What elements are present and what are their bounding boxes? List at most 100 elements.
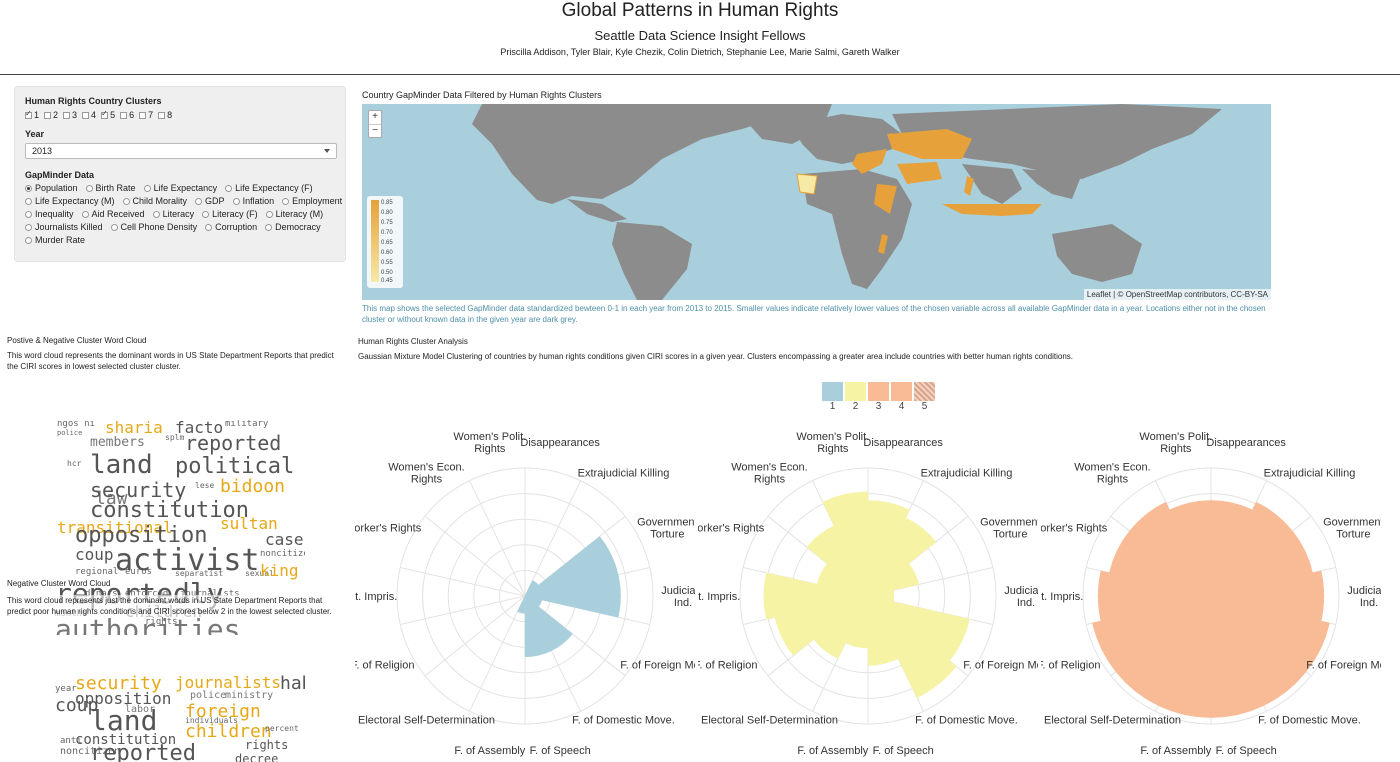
checkbox-label: 6 (129, 110, 135, 120)
cluster-legend-item[interactable]: 3 (868, 382, 889, 412)
radar-wedge[interactable] (867, 517, 937, 597)
radio-circle[interactable] (202, 210, 210, 218)
map-caption: This map shows the selected GapMinder da… (362, 304, 1266, 324)
zoom-in-button[interactable]: + (372, 111, 378, 122)
radar-wedge[interactable] (1129, 501, 1212, 597)
radar-wedge[interactable] (822, 491, 869, 597)
page-subtitle: Seattle Data Science Insight Fellows (594, 28, 806, 43)
gapminder-option[interactable]: Inequality (25, 209, 74, 219)
cluster-legend-item[interactable]: 2 (845, 382, 866, 412)
radar-wedge[interactable] (763, 572, 869, 620)
land-masses (472, 104, 1222, 300)
gapminder-option[interactable]: Literacy (152, 209, 194, 219)
cloud-word: facto (175, 420, 224, 437)
radio-circle[interactable] (195, 197, 203, 205)
positive-cloud-desc: This word cloud represents the dominant … (7, 351, 334, 371)
radar-axis-label: Women's Econ. Rights (1074, 461, 1150, 485)
radar-axis-label: Disappearances (1206, 437, 1286, 449)
legend-value: 0.80 (381, 210, 393, 216)
world-map[interactable]: + − 0.85 0.80 0.75 0.70 0.65 0.60 0.55 0… (362, 104, 1271, 300)
radio-circle[interactable] (25, 210, 32, 218)
cluster-checkbox-3[interactable]: 3 (63, 110, 77, 120)
cluster-checkbox-4[interactable]: 4 (82, 110, 96, 120)
checkbox-box[interactable] (44, 111, 52, 119)
checkbox-box[interactable] (63, 111, 71, 119)
cluster-checkbox-7[interactable]: 7 (139, 110, 153, 120)
cluster-swatch (868, 382, 889, 401)
radio-circle[interactable] (81, 210, 89, 218)
radar-spoke (424, 595, 526, 677)
radar-wedge[interactable] (867, 595, 957, 699)
radar-wedge[interactable] (1169, 500, 1212, 597)
checkbox-box[interactable] (120, 111, 128, 119)
cluster-legend-item[interactable]: 1 (822, 382, 843, 412)
radar-wedge[interactable] (524, 595, 552, 658)
cluster-legend: 1 2 3 4 5 (822, 382, 935, 412)
radio-circle[interactable] (25, 223, 32, 231)
gapminder-option[interactable]: Birth Rate (85, 183, 136, 193)
radar-wedge[interactable] (1097, 570, 1212, 622)
gapminder-option[interactable]: Population (25, 183, 78, 193)
gapminder-option[interactable]: Cell Phone Density (110, 222, 197, 232)
gapminder-option[interactable]: Murder Rate (25, 235, 85, 245)
page-header: Global Patterns in Human Rights Seattle … (0, 0, 1400, 74)
gapminder-option[interactable]: Journalists Killed (25, 222, 103, 232)
radar-axis-label: F. of Assembly (454, 745, 525, 757)
radio-circle[interactable] (152, 210, 160, 218)
radio-circle[interactable] (85, 184, 93, 192)
radio-circle[interactable] (282, 197, 290, 205)
radio-circle[interactable] (122, 197, 130, 205)
cloud-word: habele (280, 675, 305, 694)
checkbox-label: 8 (167, 110, 173, 120)
gapminder-option[interactable]: Inflation (232, 196, 274, 206)
radar-wedge[interactable] (1092, 595, 1212, 673)
gapminder-option[interactable]: Employment (282, 196, 342, 206)
gapminder-option[interactable]: Democracy (265, 222, 321, 232)
cluster-legend-item[interactable]: 4 (891, 382, 912, 412)
negative-cloud-desc: This word cloud represents just the domi… (7, 595, 342, 617)
cluster-checkbox-8[interactable]: 8 (158, 110, 172, 120)
gapminder-option[interactable]: Corruption (205, 222, 257, 232)
cloud-word: authorities (55, 613, 241, 636)
gapminder-option[interactable]: Aid Received (81, 209, 145, 219)
gapminder-option[interactable]: GDP (195, 196, 225, 206)
gapminder-option[interactable]: Literacy (F) (202, 209, 258, 219)
zoom-out-button[interactable]: − (369, 124, 381, 137)
gapminder-option[interactable]: Life Expectancy (M) (25, 196, 115, 206)
year-select[interactable]: 2013 (25, 143, 337, 159)
radio-circle[interactable] (25, 184, 32, 192)
map-attribution[interactable]: Leaflet | © OpenStreetMap contributors, … (1083, 289, 1271, 300)
gapminder-option[interactable]: Life Expectancy (143, 183, 217, 193)
radio-circle[interactable] (110, 223, 118, 231)
radar-wedge[interactable] (867, 563, 920, 597)
checkbox-box[interactable] (139, 111, 147, 119)
radio-circle[interactable] (232, 197, 240, 205)
radar-wedge[interactable] (517, 595, 526, 614)
checkbox-box[interactable] (25, 109, 32, 119)
radar-wedge[interactable] (524, 574, 621, 618)
cloud-word: coup (75, 545, 114, 564)
radio-circle[interactable] (25, 197, 32, 205)
gapminder-option[interactable]: Literacy (M) (265, 209, 323, 219)
cloud-word: police (190, 690, 227, 701)
checkbox-box[interactable] (101, 109, 109, 119)
cluster-legend-item[interactable]: 5 (914, 382, 935, 412)
gapminder-option[interactable]: Life Expectancy (F) (225, 183, 313, 193)
radio-circle[interactable] (265, 223, 273, 231)
cluster-checkbox-1[interactable]: 1 (25, 109, 39, 120)
radio-circle[interactable] (25, 236, 32, 244)
checkbox-box[interactable] (82, 111, 90, 119)
radio-circle[interactable] (205, 223, 213, 231)
cluster-checkbox-6[interactable]: 6 (120, 110, 134, 120)
radio-circle[interactable] (143, 184, 151, 192)
radio-label: Democracy (275, 222, 321, 232)
cluster-checkbox-2[interactable]: 2 (44, 110, 58, 120)
legend-value: 0.75 (381, 220, 393, 226)
cloud-word: journalists (175, 675, 281, 692)
radio-circle[interactable] (225, 184, 233, 192)
gapminder-option[interactable]: Child Morality (122, 196, 187, 206)
cluster-checkbox-5[interactable]: 5 (101, 109, 115, 120)
radio-circle[interactable] (265, 210, 273, 218)
radar-wedge[interactable] (867, 595, 899, 666)
checkbox-box[interactable] (158, 111, 166, 119)
